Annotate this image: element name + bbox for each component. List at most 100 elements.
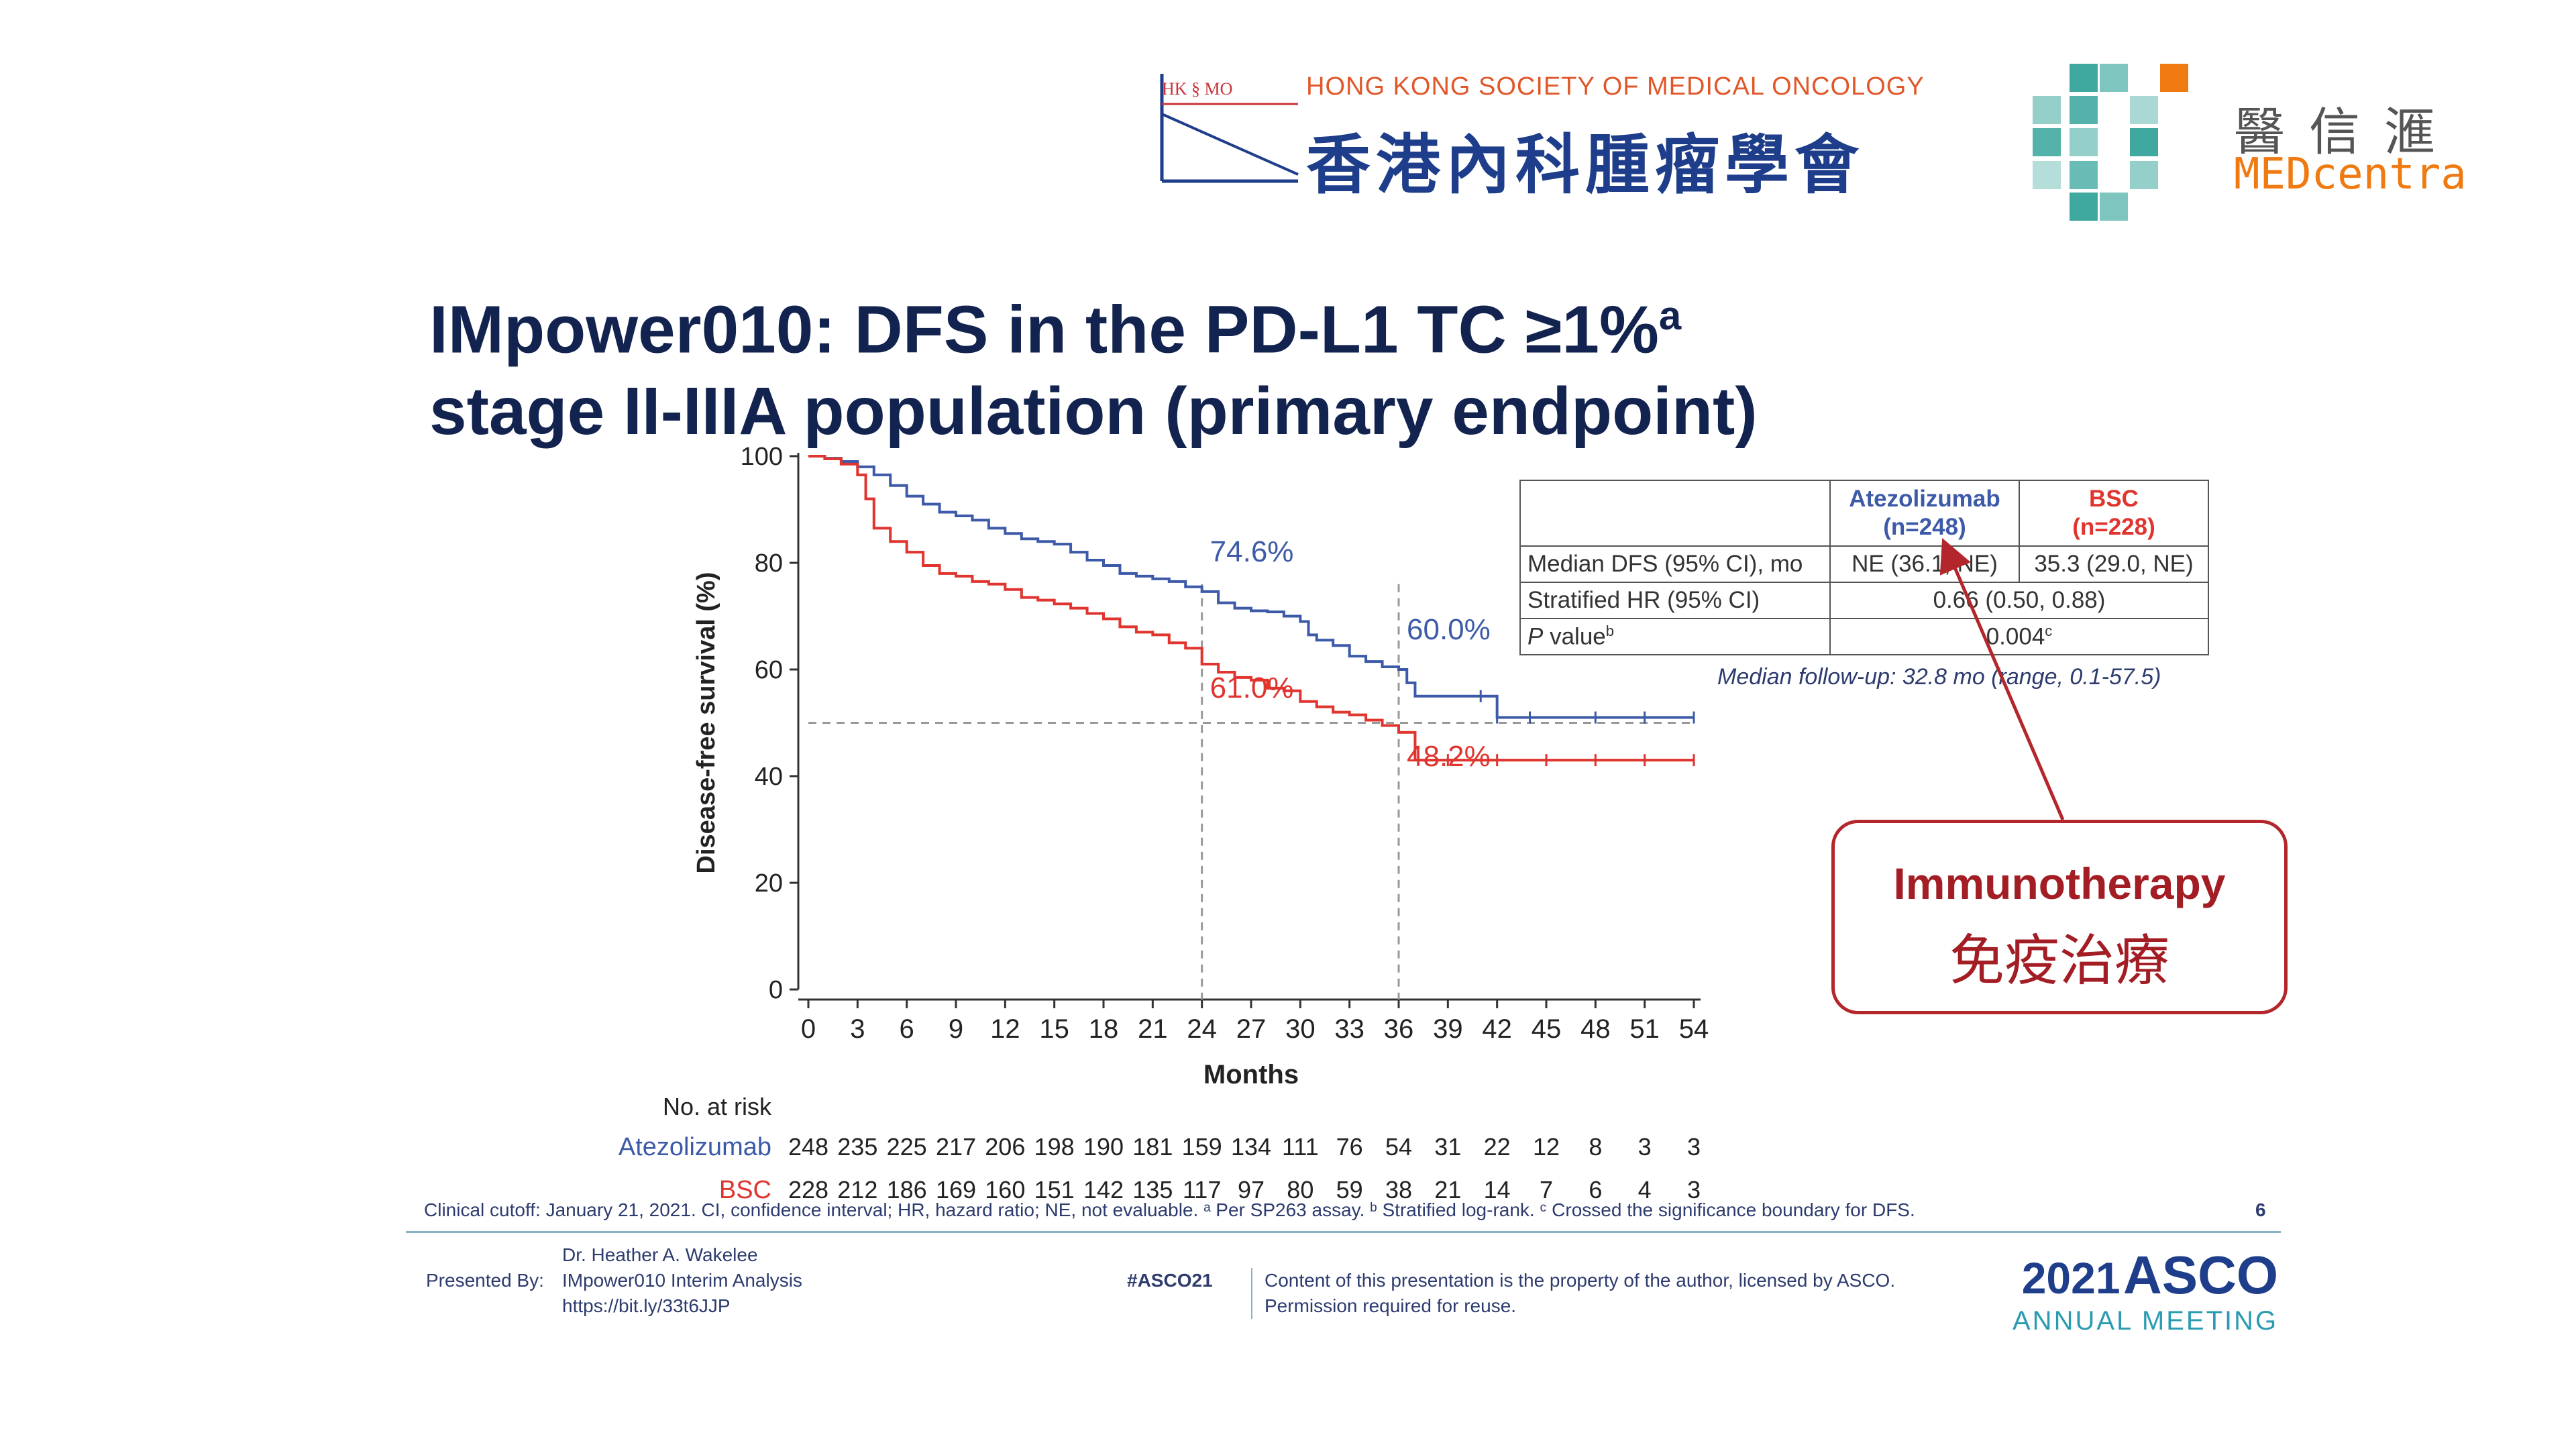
risk-count: 4: [1638, 1176, 1652, 1203]
y-tick-label: 80: [755, 549, 783, 578]
x-tick-label: 0: [801, 1014, 816, 1044]
title-line-2: stage II-IIIA population (primary endpoi…: [429, 374, 1758, 449]
x-tick-label: 45: [1532, 1014, 1562, 1044]
y-tick-label: 60: [755, 656, 783, 684]
row2-label: Stratified HR (95% CI): [1519, 582, 1831, 619]
col1-n: (n=248): [1883, 514, 1966, 540]
asco-year: 2021: [2021, 1253, 2121, 1303]
col1-name: Atezolizumab: [1849, 486, 2000, 512]
hksmo-name-zh: 香港內科腫瘤學會: [1306, 129, 1864, 201]
presenter-link[interactable]: https://bit.ly/33t6JJP: [562, 1295, 731, 1316]
risk-count: 159: [1182, 1133, 1222, 1161]
x-tick-label: 30: [1285, 1014, 1316, 1044]
y-tick-label: 0: [769, 976, 783, 1004]
medcentra-name-zh: 醫信滙: [2234, 104, 2459, 161]
row1-label: Median DFS (95% CI), mo: [1519, 545, 1831, 583]
risk-count: 59: [1336, 1176, 1363, 1203]
asco-logo: 2021 ASCO ANNUAL MEETING: [2012, 1244, 2278, 1336]
hksmo-mark: HK § MO: [1162, 79, 1233, 99]
summary-header-bsc: BSC (n=228): [2019, 480, 2209, 547]
risk-count: 80: [1287, 1176, 1313, 1203]
y-tick-label: 40: [755, 763, 783, 791]
summary-row-median-dfs: Median DFS (95% CI), mo NE (36.1, NE) 35…: [1519, 545, 2209, 583]
row3-value: 0.004c: [1829, 618, 2209, 655]
x-axis-label: Months: [1203, 1060, 1299, 1089]
risk-count: 198: [1034, 1133, 1075, 1161]
row1-atezolizumab: NE (36.1, NE): [1829, 545, 2020, 583]
row3-value-text: 0.004: [1986, 623, 2045, 650]
risk-count: 248: [788, 1133, 828, 1161]
x-tick-label: 9: [949, 1014, 963, 1044]
risk-count: 212: [837, 1176, 877, 1203]
landmark-label-atezolizumab-36: 60.0%: [1407, 613, 1491, 646]
risk-count: 6: [1589, 1176, 1602, 1203]
y-tick-label: 100: [741, 443, 783, 471]
risk-count: 12: [1533, 1133, 1560, 1161]
summary-header-atezolizumab: Atezolizumab (n=248): [1829, 480, 2020, 547]
presenter-talk: IMpower010 Interim Analysis: [562, 1270, 802, 1291]
hksmo-logo: HK § MO HONG KONG SOCIETY OF MEDICAL ONC…: [1154, 67, 1945, 201]
risk-count: 76: [1336, 1133, 1363, 1161]
landmark-label-bsc-24: 61.0%: [1210, 672, 1294, 704]
title-line-1: IMpower010: DFS in the PD-L1 TC ≥1%: [429, 292, 1659, 368]
risk-count: 225: [887, 1133, 927, 1161]
risk-count: 97: [1238, 1176, 1265, 1203]
x-tick-label: 6: [900, 1014, 914, 1044]
risk-count: 111: [1282, 1133, 1319, 1161]
risk-count: 54: [1385, 1133, 1412, 1161]
medcentra-cross-icon: [2033, 64, 2188, 221]
x-tick-label: 21: [1138, 1014, 1168, 1044]
risk-count: 7: [1540, 1176, 1553, 1203]
risk-count: 14: [1484, 1176, 1511, 1203]
x-tick-label: 12: [990, 1014, 1020, 1044]
survival-curve-bsc: [808, 455, 1694, 762]
risk-count: 3: [1638, 1133, 1652, 1161]
callout-text-zh: 免疫治療: [1949, 929, 2169, 993]
row3-label-p: P: [1527, 623, 1544, 650]
summary-header-row: Atezolizumab (n=248) BSC (n=228): [1519, 480, 2209, 547]
summary-row-hr: Stratified HR (95% CI) 0.66 (0.50, 0.88): [1519, 582, 2209, 619]
risk-count: 3: [1687, 1133, 1701, 1161]
survival-curve-atezolizumab: [808, 455, 1694, 719]
presenter-name: Dr. Heather A. Wakelee: [562, 1244, 758, 1265]
col2-name: BSC: [2089, 486, 2139, 512]
risk-count: 134: [1231, 1133, 1271, 1161]
copyright-line-1: Content of this presentation is the prop…: [1265, 1270, 1896, 1291]
row3-label: P valueb: [1519, 618, 1831, 655]
risk-count: 217: [936, 1133, 976, 1161]
risk-count: 31: [1434, 1133, 1461, 1161]
x-tick-label: 27: [1236, 1014, 1267, 1044]
annotation-arrow-icon: [1939, 538, 2065, 820]
x-tick-label: 24: [1187, 1014, 1217, 1044]
summary-header-empty: [1519, 480, 1831, 547]
immunotherapy-callout: Immunotherapy 免疫治療: [1831, 820, 2288, 1014]
risk-row-label-atezolizumab: Atezolizumab: [619, 1133, 771, 1161]
risk-row-label-bsc: BSC: [719, 1176, 771, 1204]
x-tick-label: 36: [1384, 1014, 1414, 1044]
footer-divider: [406, 1231, 2281, 1233]
y-tick-label: 20: [755, 869, 783, 898]
risk-count: 181: [1132, 1133, 1173, 1161]
risk-count: 21: [1434, 1176, 1461, 1203]
x-tick-label: 54: [1679, 1014, 1709, 1044]
row3-label-rest: value: [1543, 623, 1606, 650]
callout-text-en: Immunotherapy: [1893, 859, 2226, 908]
hksmo-name-en: HONG KONG SOCIETY OF MEDICAL ONCOLOGY: [1306, 72, 1925, 101]
risk-count: 142: [1083, 1176, 1124, 1203]
presenter-info: Dr. Heather A. Wakelee IMpower010 Interi…: [562, 1242, 802, 1319]
title-footnote-mark: a: [1658, 293, 1682, 338]
x-tick-label: 18: [1089, 1014, 1119, 1044]
clinical-cutoff-note: Clinical cutoff: January 21, 2021. CI, c…: [424, 1199, 1915, 1220]
risk-count: 38: [1385, 1176, 1412, 1203]
asco-meeting: ANNUAL MEETING: [2012, 1306, 2279, 1336]
landmark-label-bsc-36: 48.2%: [1407, 740, 1491, 773]
risk-count: 117: [1183, 1176, 1221, 1203]
risk-count: 3: [1687, 1176, 1701, 1203]
risk-count: 235: [837, 1133, 877, 1161]
risk-count: 169: [936, 1176, 976, 1203]
risk-count: 190: [1083, 1133, 1124, 1161]
y-axis-label: Disease-free survival (%): [692, 572, 720, 874]
risk-count: 206: [985, 1133, 1025, 1161]
risk-table-title: No. at risk: [663, 1093, 772, 1120]
